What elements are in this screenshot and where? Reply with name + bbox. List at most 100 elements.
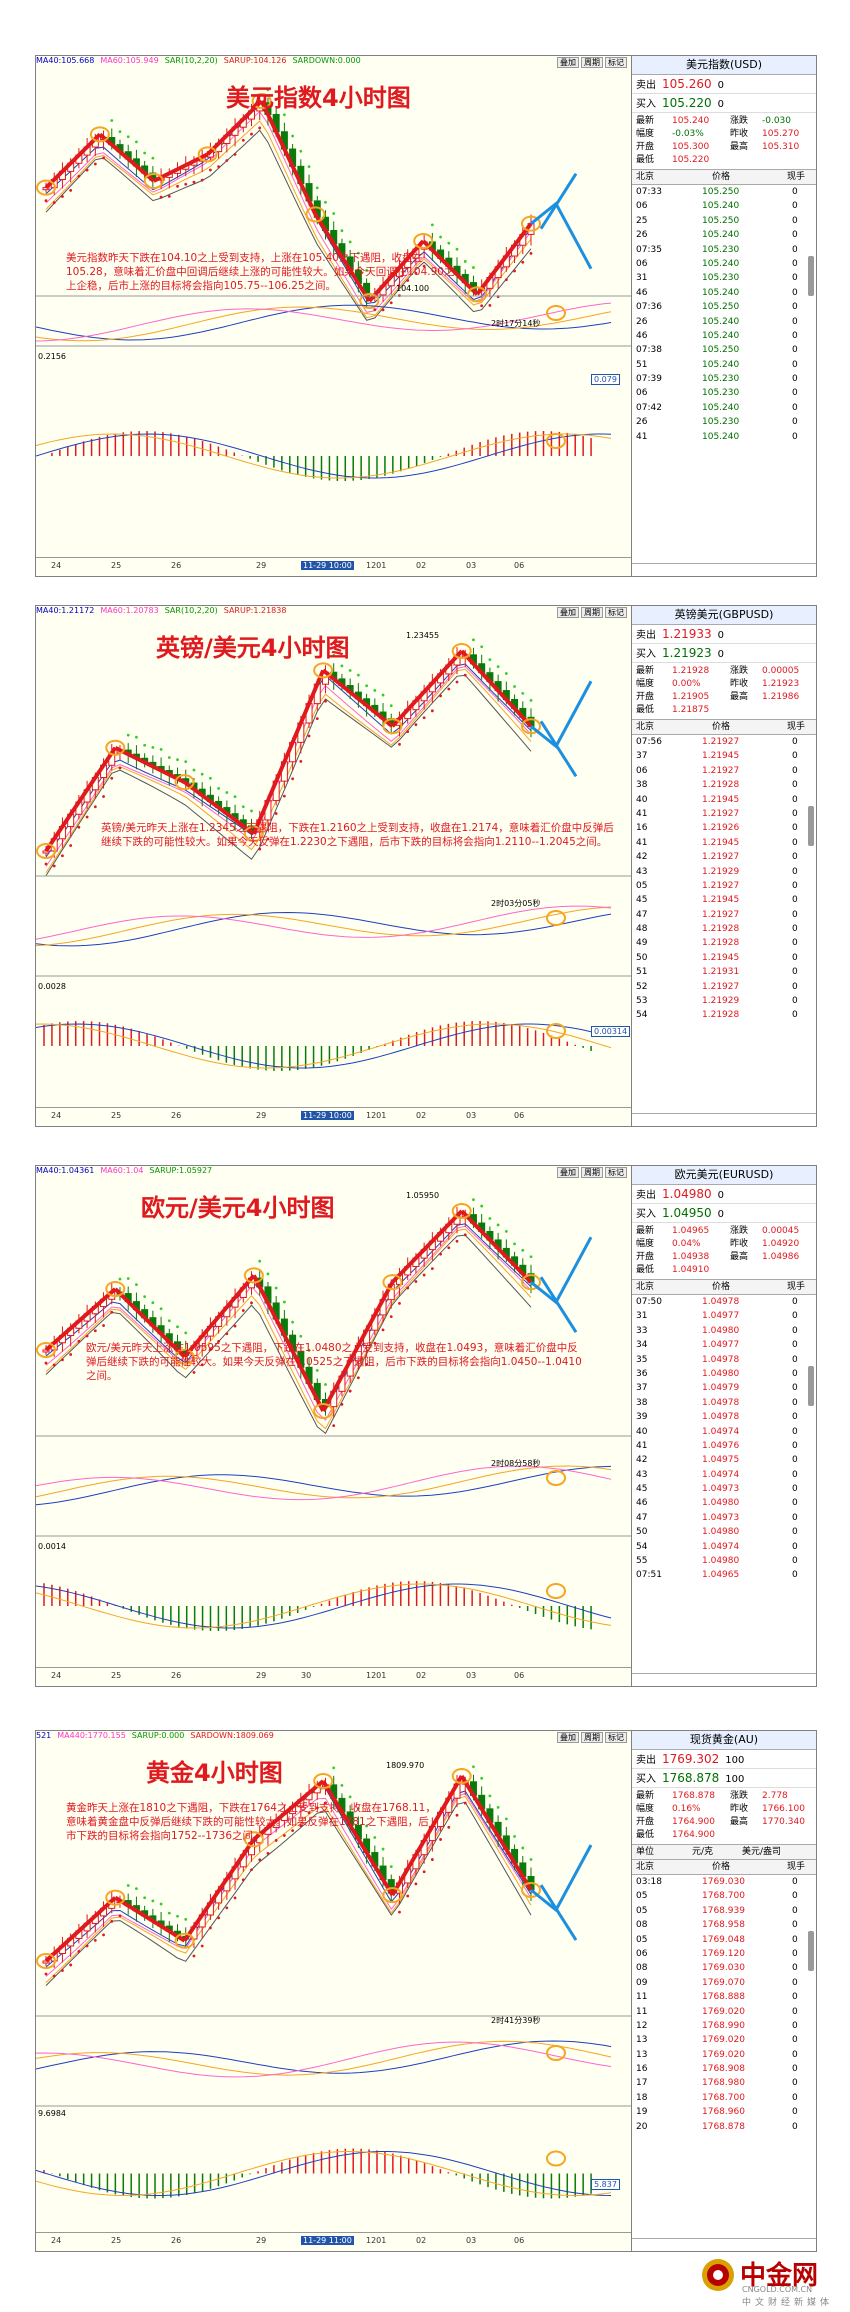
scrollbar[interactable] bbox=[808, 1366, 814, 1406]
quote-title: 欧元美元(EURUSD) bbox=[632, 1166, 816, 1185]
tick-price: 1768.700 bbox=[702, 1891, 745, 1902]
swing-point-marker bbox=[521, 215, 541, 232]
x-tick-label: 24 bbox=[51, 1671, 62, 1680]
oscillator-line bbox=[36, 302, 612, 342]
stat-row: 幅度 0.00% 昨收 1.21923 bbox=[632, 678, 816, 691]
kline-chart[interactable]: MA40:105.668 MA60:105.949 SAR(10,2,20) SARU… bbox=[36, 56, 632, 576]
chart-svg bbox=[36, 88, 631, 481]
tick-price: 1.21929 bbox=[702, 996, 740, 1007]
indicator-value: SAR(10,2,20) bbox=[164, 56, 218, 65]
forecast-arrow bbox=[530, 1236, 593, 1305]
chart-tool-button[interactable]: 叠加 bbox=[557, 1167, 579, 1178]
scrollbar[interactable] bbox=[808, 1931, 814, 1971]
trend-arrow bbox=[98, 132, 156, 183]
tick-price: 1.21945 bbox=[702, 751, 740, 762]
buy-price-label: 买入 bbox=[636, 1774, 656, 1785]
chart-tool-button[interactable]: 标记 bbox=[605, 607, 627, 618]
tick-time: 48 bbox=[636, 924, 648, 935]
tick-row: 42 1.04975 0 bbox=[632, 1453, 816, 1467]
tick-time: 41 bbox=[636, 1440, 648, 1451]
sell-price-row: 卖出 1769.302 100 bbox=[632, 1750, 816, 1769]
stat-value: 0.00% bbox=[672, 679, 701, 689]
tick-row: 06 105.230 0 bbox=[632, 386, 816, 400]
chart-buttons: 叠加 周期 标记 bbox=[555, 1167, 627, 1178]
unit-option[interactable]: 元/克 bbox=[692, 1847, 714, 1857]
moving-average-line bbox=[45, 1225, 532, 1421]
tick-time: 36 bbox=[636, 1368, 648, 1379]
kline-chart[interactable]: MA40:1.04361 MA60:1.04 SARUP:1.05927 叠加 周期 标记… bbox=[36, 1166, 632, 1686]
tick-price: 1.21931 bbox=[702, 967, 740, 978]
chart-tool-button[interactable]: 周期 bbox=[581, 1167, 603, 1178]
sar-dot bbox=[455, 680, 459, 684]
tick-row: 38 1.21928 0 bbox=[632, 778, 816, 792]
tick-volume: 0 bbox=[792, 1948, 798, 1959]
tick-row: 12 1768.990 0 bbox=[632, 2019, 816, 2033]
sar-dot bbox=[356, 251, 360, 255]
sell-price: 105.260 bbox=[662, 77, 712, 91]
chart-tool-button[interactable]: 周期 bbox=[581, 1732, 603, 1743]
trend-arrow bbox=[475, 222, 533, 296]
tick-header: 北京 价格 现手 bbox=[632, 1280, 816, 1295]
tick-row: 52 1.21927 0 bbox=[632, 980, 816, 994]
tick-price: 1769.070 bbox=[702, 1977, 745, 1988]
analysis-note: 黄金昨天上涨在1810之下遇阻，下跌在1764之上受到支持，收盘在1768.11… bbox=[66, 1802, 436, 1842]
tick-price: 1768.878 bbox=[702, 2121, 745, 2132]
swing-point-marker bbox=[413, 233, 434, 249]
sar-dot bbox=[143, 151, 147, 155]
stat-row: 开盘 1.04938 最高 1.04986 bbox=[632, 1251, 816, 1264]
forecast-arrow bbox=[530, 201, 593, 270]
indicator-bar: 521 MA440:1770.155 SARUP:0.000 SARDOWN:1809… bbox=[36, 1731, 631, 1747]
tick-volume: 0 bbox=[792, 431, 798, 442]
tick-price: 1769.048 bbox=[702, 1934, 745, 1945]
tick-volume: 0 bbox=[792, 187, 798, 197]
sar-dot bbox=[77, 174, 81, 178]
scrollbar[interactable] bbox=[808, 806, 814, 846]
sar-dot bbox=[258, 126, 262, 130]
unit-option[interactable]: 美元/盎司 bbox=[742, 1847, 782, 1857]
swing-point-marker bbox=[313, 1403, 334, 1419]
chart-tool-button[interactable]: 标记 bbox=[605, 1732, 627, 1743]
high-price-label: 1809.970 bbox=[386, 1761, 425, 1770]
x-tick-label: 1201 bbox=[366, 1111, 387, 1120]
tick-volume: 0 bbox=[792, 316, 798, 327]
sar-dot bbox=[225, 159, 229, 162]
sar-dot bbox=[414, 1882, 418, 1886]
sar-dot bbox=[513, 1835, 516, 1838]
chart-tool-button[interactable]: 周期 bbox=[581, 607, 603, 618]
tick-price: 105.250 bbox=[702, 345, 740, 356]
sar-dot bbox=[447, 1825, 451, 1829]
swing-point-marker bbox=[36, 1341, 56, 1358]
swing-point-marker bbox=[451, 1203, 472, 1219]
kline-chart[interactable]: MA40:1.21172 MA60:1.20783 SAR(10,2,20) SARU… bbox=[36, 606, 632, 1126]
chart-tool-button[interactable]: 叠加 bbox=[557, 57, 579, 68]
tick-volume: 0 bbox=[792, 808, 798, 819]
chart-tool-button[interactable]: 叠加 bbox=[557, 1732, 579, 1743]
tick-row: 07:42 105.240 0 bbox=[632, 401, 816, 415]
tick-time: 40 bbox=[636, 1426, 648, 1437]
tick-price: 105.240 bbox=[702, 287, 740, 298]
sar-dot bbox=[488, 1217, 492, 1220]
x-tick-label: 1201 bbox=[366, 1671, 387, 1680]
tick-time: 53 bbox=[636, 996, 648, 1007]
tick-price: 105.240 bbox=[702, 431, 740, 442]
x-tick-label: 26 bbox=[171, 561, 182, 570]
chart-title: 黄金4小时图 bbox=[146, 1759, 283, 1787]
stat-value: 1764.900 bbox=[672, 1817, 715, 1827]
scrollbar[interactable] bbox=[808, 256, 814, 296]
chart-tool-button[interactable]: 周期 bbox=[581, 57, 603, 68]
sar-dot bbox=[348, 669, 352, 672]
kline-chart[interactable]: 521 MA440:1770.155 SARUP:0.000 SARDOWN:1809… bbox=[36, 1731, 632, 2251]
tick-time: 07:39 bbox=[636, 374, 662, 385]
quote-stats: 最新 105.240 涨跌 -0.030 幅度 -0.03% 昨收 105.270 开盘 105.… bbox=[632, 113, 816, 170]
buy-price-label: 买入 bbox=[636, 99, 656, 110]
sar-dot bbox=[381, 1847, 385, 1851]
swing-point-marker bbox=[313, 662, 334, 679]
chart-tool-button[interactable]: 叠加 bbox=[557, 607, 579, 618]
buy-price-row: 买入 1768.878 100 bbox=[632, 1769, 816, 1788]
sell-price-label: 卖出 bbox=[636, 80, 656, 91]
chart-tool-button[interactable]: 标记 bbox=[605, 1167, 627, 1178]
sar-dot bbox=[488, 1794, 492, 1798]
tick-col-header: 现手 bbox=[787, 1282, 806, 1292]
tick-time: 11 bbox=[636, 1992, 648, 2003]
chart-tool-button[interactable]: 标记 bbox=[605, 57, 627, 68]
